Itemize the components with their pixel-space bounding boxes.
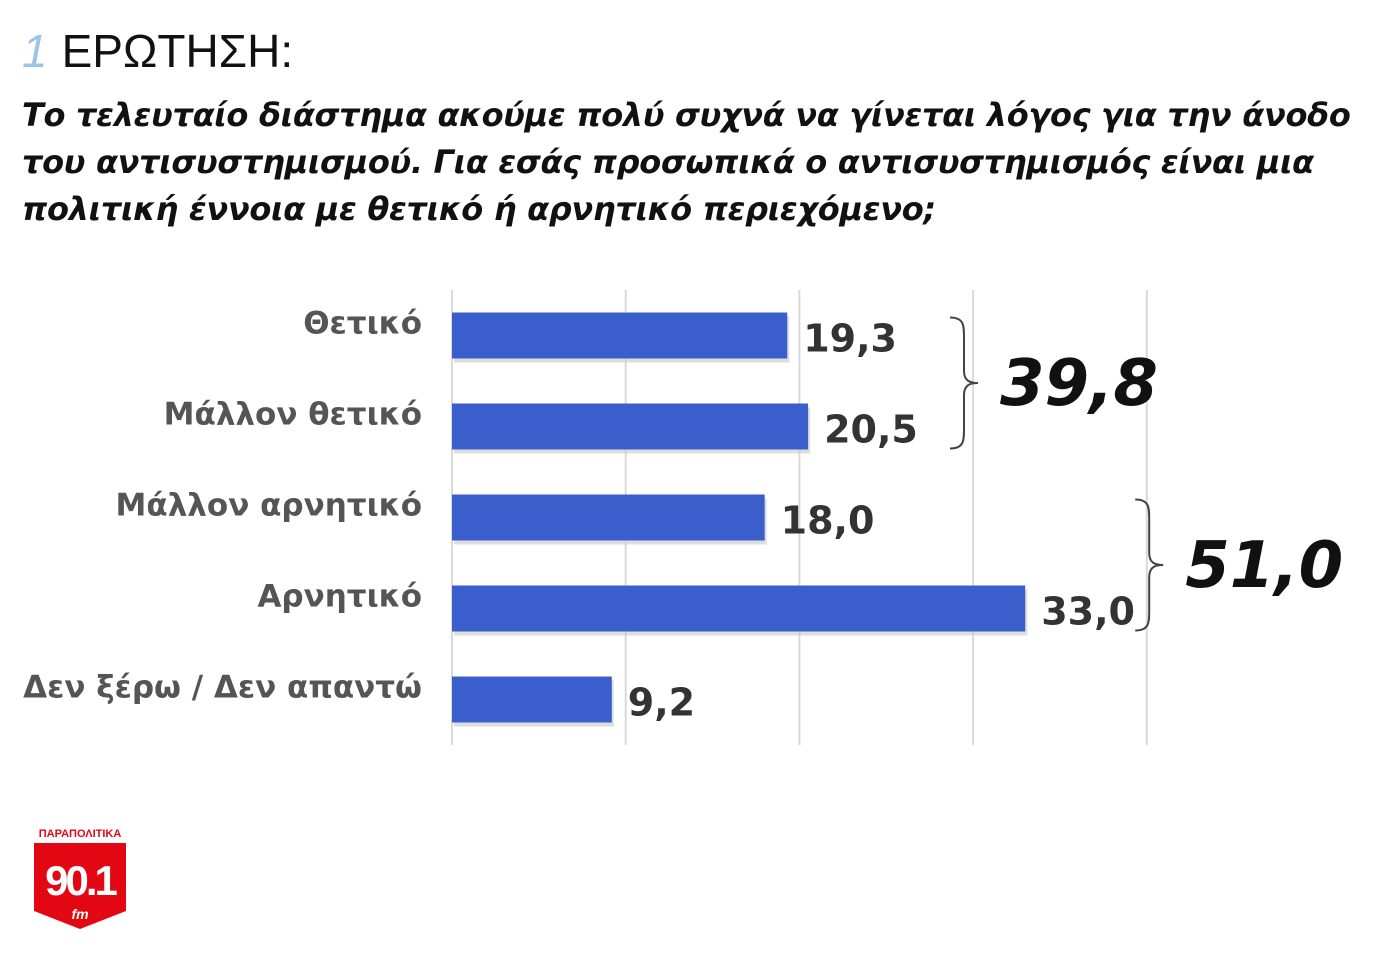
bar	[452, 312, 788, 359]
value-label: 20,5	[824, 408, 918, 452]
group-brace	[1135, 498, 1164, 632]
group-total-label: 51,0	[1185, 529, 1343, 603]
group-braces: 39,8 51,0	[949, 316, 1343, 632]
value-label: 9,2	[628, 681, 695, 725]
chart-bars	[452, 312, 1028, 727]
logo-shield-icon	[34, 843, 126, 929]
group-total-label: 39,8	[1000, 347, 1158, 421]
category-label: Μάλλον αρνητικό	[116, 488, 422, 524]
category-label: Θετικό	[303, 306, 422, 342]
bar	[452, 494, 765, 541]
value-label: 19,3	[803, 317, 897, 361]
logo-suffix: fm	[71, 906, 88, 922]
bar	[452, 585, 1026, 632]
bar	[452, 403, 809, 450]
bar-chart: Θετικό Μάλλον θετικό Μάλλον αρνητικό Αρνητι…	[23, 290, 1343, 745]
chart-grid	[451, 290, 1148, 745]
question-text: Το τελευταίο διάστημα ακούμε πολύ συχνά …	[22, 96, 1351, 228]
value-label: 18,0	[781, 499, 875, 543]
logo-top-text: ΠΑΡΑΠΟΛΙΤΙΚΑ	[39, 828, 122, 840]
category-label: Μάλλον θετικό	[164, 397, 422, 433]
category-label: Δεν ξέρω / Δεν απαντώ	[23, 670, 422, 706]
value-label: 33,0	[1041, 590, 1135, 634]
page-heading: 1 ΕΡΩΤΗΣΗ:	[22, 24, 293, 78]
logo-number: 90.1	[45, 857, 117, 904]
bar	[452, 676, 612, 723]
station-logo: ΠΑΡΑΠΟΛΙΤΙΚΑ 90.1 fm	[34, 828, 126, 929]
category-label: Αρνητικό	[257, 579, 422, 615]
value-labels: 19,3 20,5 18,0 33,0 9,2	[628, 317, 1135, 725]
question-number: 1	[22, 25, 48, 77]
category-labels: Θετικό Μάλλον θετικό Μάλλον αρνητικό Αρνητι…	[23, 306, 422, 706]
question-title: ΕΡΩΤΗΣΗ:	[61, 25, 294, 77]
group-brace	[949, 316, 979, 450]
